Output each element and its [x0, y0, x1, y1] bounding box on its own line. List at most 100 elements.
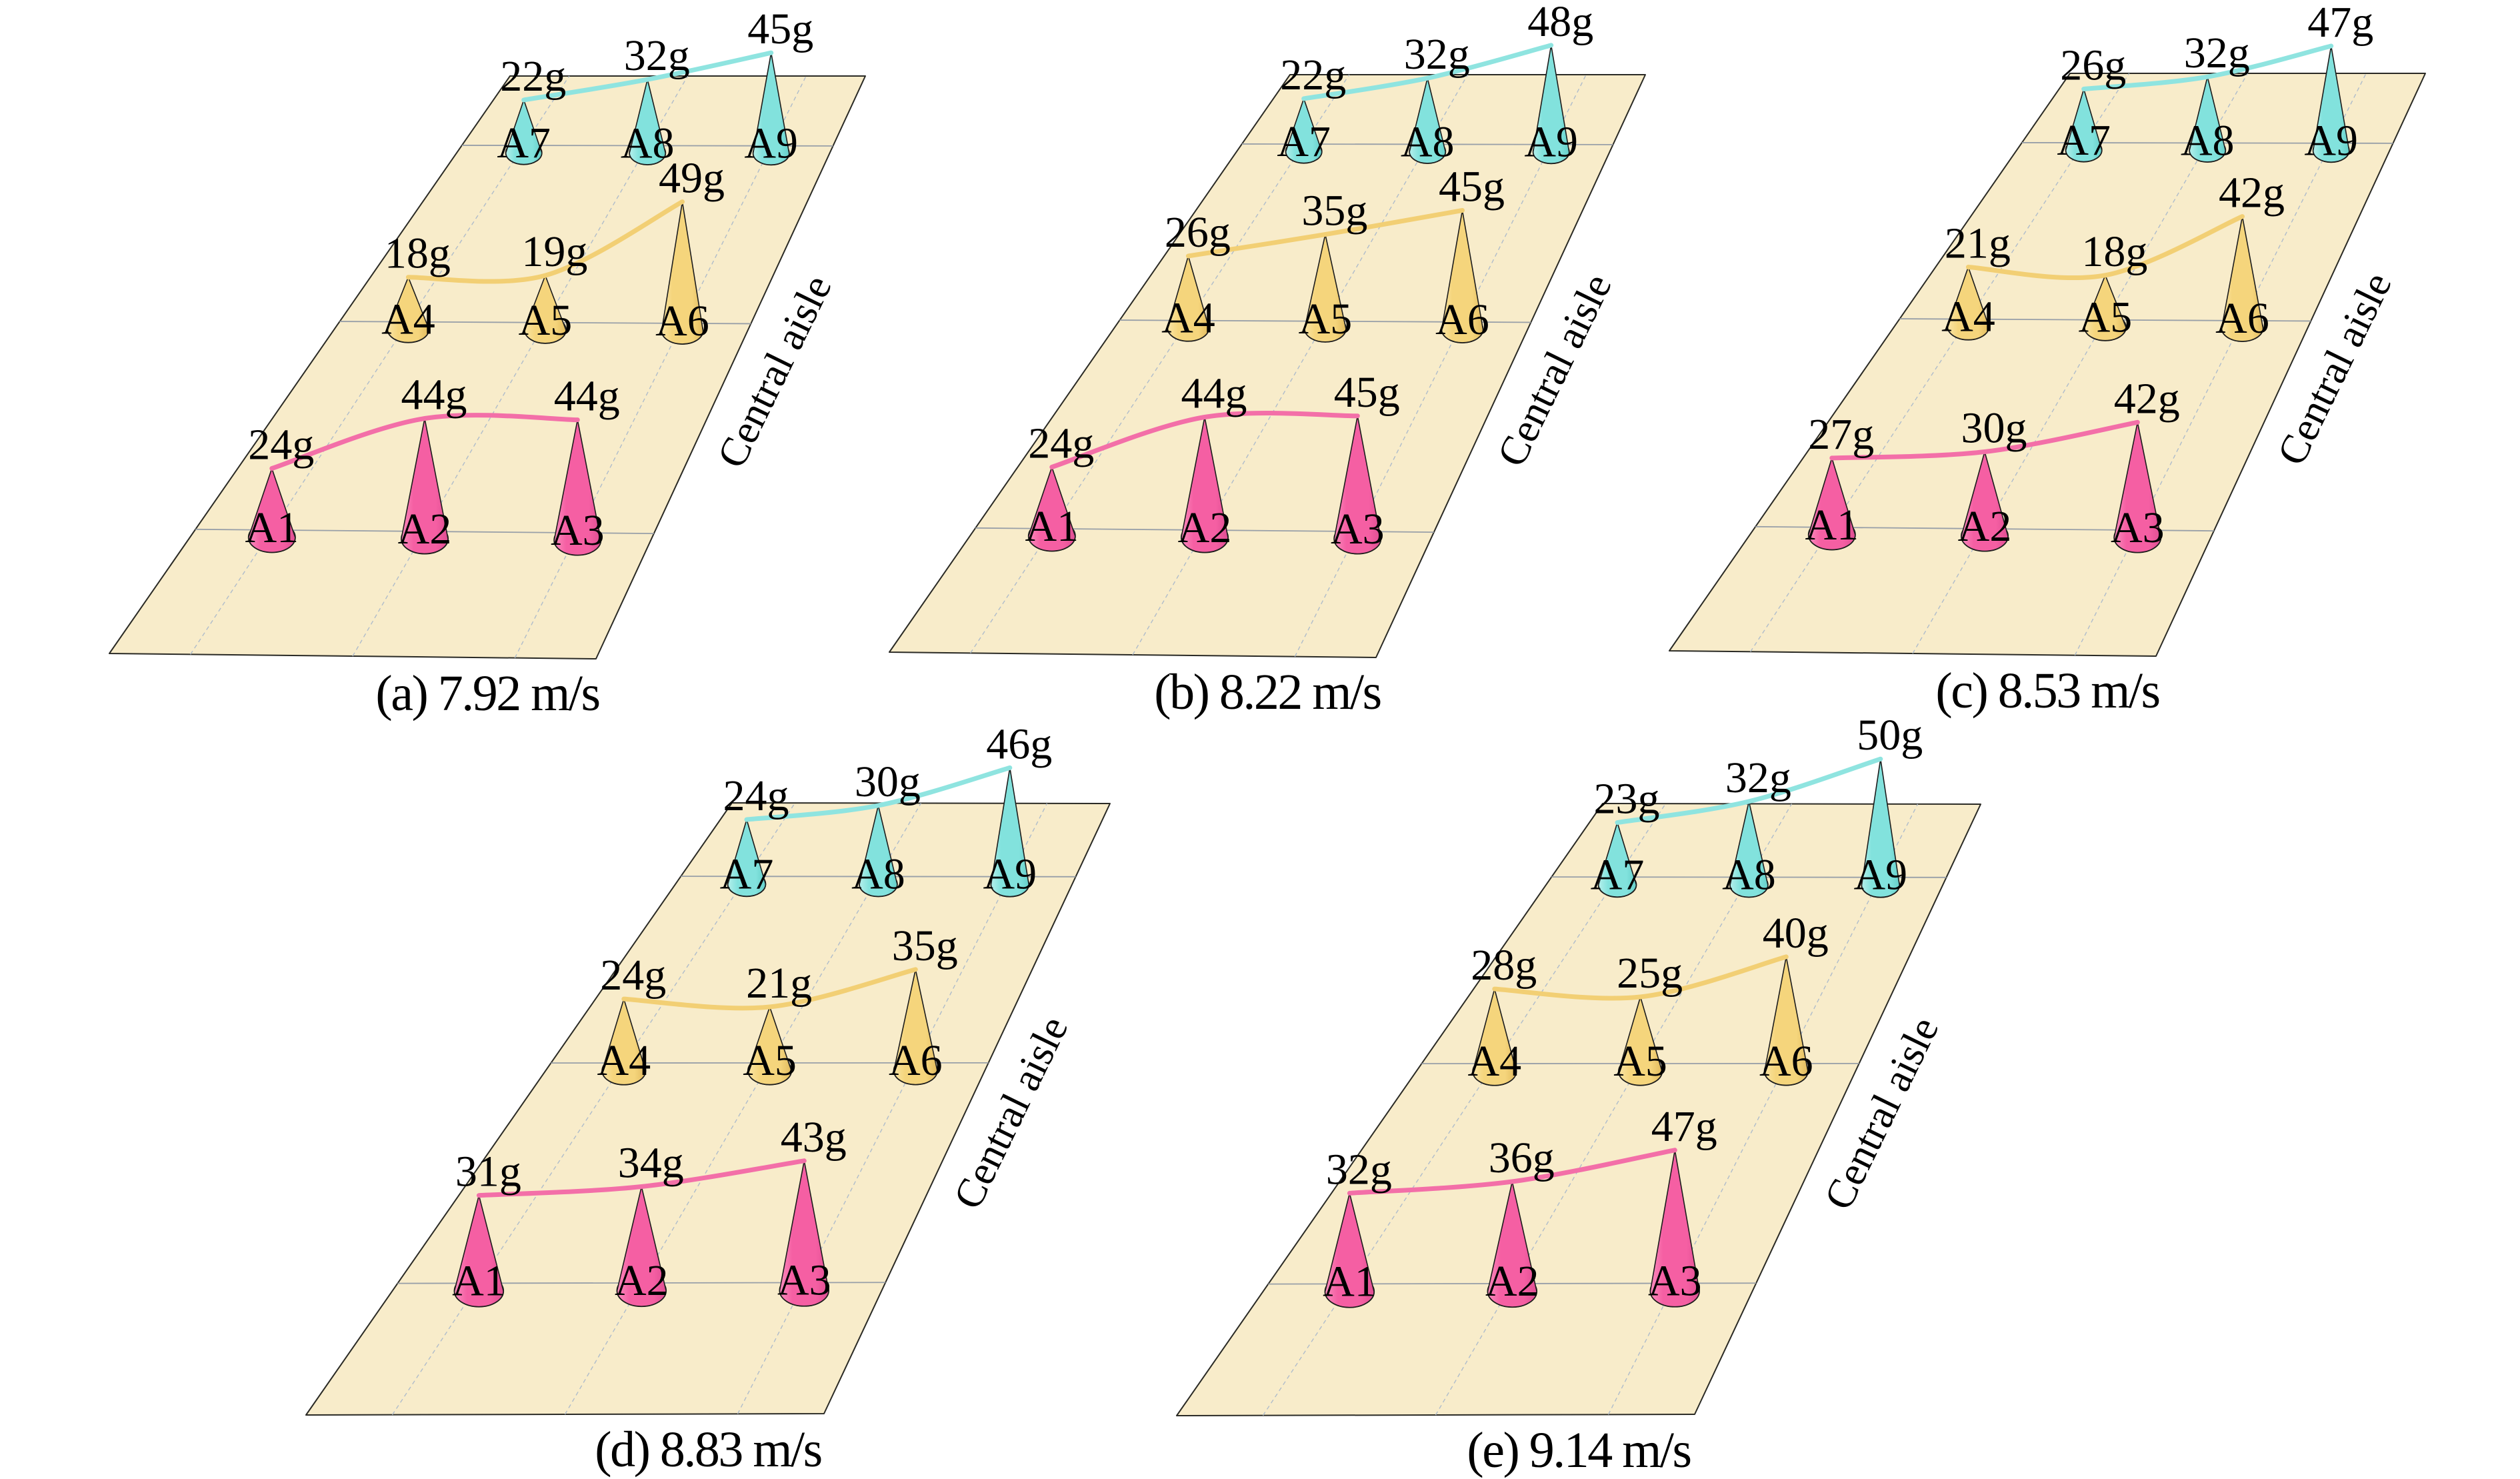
- cone-A9: [1532, 45, 1570, 164]
- column-grid-line-2: [1132, 74, 1469, 655]
- series-row-front: 24g 44g 44g A1 A2 A3: [245, 371, 620, 556]
- base-label-A7: A7: [2057, 116, 2111, 165]
- ground-plane: [109, 75, 866, 659]
- value-label-A5: 35g: [1301, 187, 1367, 235]
- column-grid-line-2: [1435, 804, 1793, 1416]
- cone-A1: [1808, 457, 1856, 551]
- series-row-middle: 21g 18g 42g A4 A5 A6: [1941, 169, 2285, 343]
- series-row-middle: 24g 21g 35g A4 A5 A6: [597, 922, 958, 1086]
- series-row-back: 22g 32g 48g A7 A8 A9: [1277, 0, 1593, 167]
- value-label-A9: 45g: [747, 5, 813, 53]
- value-label-A9: 46g: [986, 719, 1052, 768]
- value-label-A8: 32g: [624, 31, 690, 80]
- value-label-A1: 27g: [1808, 410, 1874, 459]
- value-label-A9: 50g: [1857, 711, 1923, 760]
- base-label-A9: A9: [983, 850, 1037, 899]
- subplot-a: 22g 32g 45g A7 A8 A9 18g 19g 49g A4 A5 A6 24g 44g 44g A…: [109, 5, 866, 721]
- base-label-A6: A6: [889, 1036, 943, 1085]
- cone-A8: [629, 79, 666, 165]
- subplot-e: 23g 32g 50g A7 A8 A9 28g 25g 40g A4 A5 A6 32g 36g 47g A…: [1176, 711, 1981, 1478]
- cone-A3: [1649, 1150, 1700, 1308]
- base-label-A4: A4: [381, 295, 435, 344]
- series-curve-back: [521, 50, 774, 103]
- cone-A7: [1285, 98, 1323, 164]
- base-label-A7: A7: [497, 119, 551, 167]
- base-label-A5: A5: [743, 1036, 797, 1085]
- base-label-A2: A2: [1178, 503, 1232, 552]
- base-label-A7: A7: [1277, 117, 1331, 166]
- value-label-A7: 22g: [1280, 51, 1346, 99]
- series-row-front: 24g 44g 45g A1 A2 A3: [1025, 368, 1400, 555]
- cone-A9: [1861, 758, 1900, 898]
- column-grid-line-3: [1294, 74, 1587, 657]
- value-label-A2: 44g: [401, 371, 467, 419]
- series-row-front: 27g 30g 42g A1 A2 A3: [1805, 374, 2180, 553]
- series-curve-back: [744, 765, 1013, 822]
- value-label-A6: 40g: [1763, 909, 1829, 958]
- cone-A4: [1472, 988, 1517, 1086]
- base-label-A5: A5: [1613, 1037, 1667, 1086]
- column-grid-line-1: [970, 74, 1350, 653]
- base-label-A8: A8: [1722, 851, 1776, 900]
- base-label-A6: A6: [2215, 294, 2269, 343]
- base-label-A2: A2: [1485, 1257, 1539, 1306]
- value-label-A3: 42g: [2114, 374, 2180, 423]
- column-grid-line-1: [391, 802, 796, 1416]
- value-label-A5: 21g: [746, 959, 812, 1008]
- cone-A3: [1333, 415, 1382, 555]
- caption-e: (e) 9.14 m/s: [1467, 1422, 1690, 1478]
- base-label-A2: A2: [1958, 502, 2012, 551]
- base-label-A4: A4: [1941, 293, 1995, 341]
- column-grid-line-1: [1750, 73, 2130, 652]
- value-label-A6: 49g: [659, 154, 725, 203]
- column-grid-line-3: [2074, 73, 2367, 655]
- base-label-A1: A1: [245, 503, 299, 552]
- column-grid-line-1: [1262, 803, 1667, 1416]
- series-curve-back: [1301, 43, 1554, 101]
- subplot-c: 26g 32g 47g A7 A8 A9 21g 18g 42g A4 A5 A6 27g 30g 42g A…: [1669, 0, 2426, 719]
- base-label-A9: A9: [1524, 118, 1578, 167]
- value-label-A9: 48g: [1527, 0, 1593, 46]
- value-label-A7: 26g: [2060, 41, 2126, 90]
- column-grid-line-3: [514, 75, 807, 658]
- value-label-A8: 30g: [855, 758, 921, 806]
- base-label-A9: A9: [2304, 117, 2358, 165]
- cone-A9: [990, 767, 1029, 898]
- cone-A8: [2189, 76, 2226, 163]
- cone-A6: [1764, 956, 1809, 1086]
- cone-A3: [779, 1160, 829, 1307]
- cone-A1: [1028, 466, 1076, 552]
- cone-A3: [553, 419, 602, 556]
- value-label-A1: 31g: [455, 1148, 521, 1196]
- base-label-A3: A3: [777, 1256, 831, 1305]
- cone-A6: [893, 969, 938, 1086]
- ground-plane: [305, 802, 1111, 1416]
- series-row-back: 26g 32g 47g A7 A8 A9: [2057, 0, 2373, 165]
- caption-c: (c) 8.53 m/s: [1935, 663, 2159, 719]
- value-label-A7: 22g: [500, 52, 566, 101]
- base-label-A9: A9: [744, 119, 798, 168]
- column-grid-line-1: [190, 75, 570, 655]
- value-label-A3: 44g: [554, 372, 620, 421]
- series-curve-middle: [1965, 214, 2245, 281]
- value-label-A7: 24g: [723, 772, 789, 820]
- value-label-A2: 34g: [618, 1139, 684, 1188]
- base-label-A8: A8: [2181, 116, 2235, 165]
- series-row-middle: 26g 35g 45g A4 A5 A6: [1161, 163, 1505, 344]
- cone-A1: [248, 467, 296, 553]
- cone-A6: [661, 201, 704, 345]
- cone-A2: [1961, 451, 2009, 552]
- base-label-A9: A9: [1853, 851, 1907, 900]
- value-label-A4: 24g: [600, 951, 666, 1000]
- cone-A8: [1729, 801, 1769, 898]
- cone-A7: [2065, 88, 2103, 163]
- base-label-A7: A7: [720, 850, 774, 898]
- cone-A5: [524, 275, 567, 344]
- cone-A6: [2221, 215, 2264, 342]
- series-row-back: 24g 30g 46g A7 A8 A9: [720, 719, 1053, 898]
- series-curve-middle: [1492, 954, 1789, 1001]
- cone-A2: [1487, 1181, 1537, 1308]
- series-row-middle: 18g 19g 49g A4 A5 A6: [381, 154, 725, 345]
